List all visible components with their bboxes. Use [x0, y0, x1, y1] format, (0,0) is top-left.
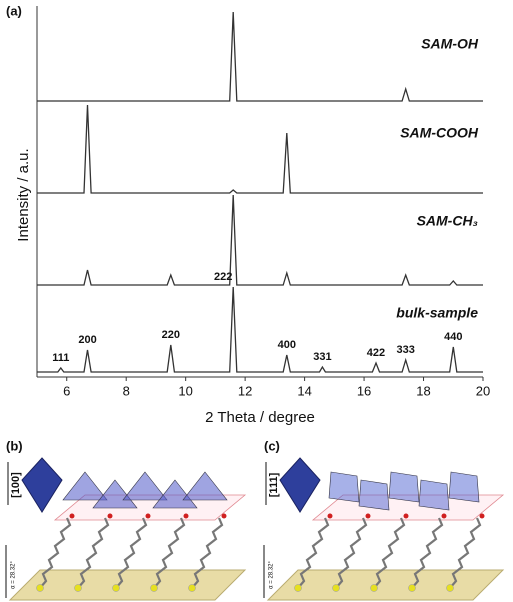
sulfur: [150, 584, 158, 592]
chain: [373, 517, 406, 589]
oxygen: [69, 513, 75, 519]
octahedron: [448, 471, 480, 503]
sulfur: [188, 584, 196, 592]
x-axis-label: 2 Theta / degree: [205, 409, 315, 426]
octahedron: [62, 471, 108, 501]
oxygen: [403, 513, 409, 519]
pattern-line: [37, 104, 483, 194]
octahedron: [388, 471, 420, 503]
sulfur: [332, 584, 340, 592]
series-label: bulk-sample: [396, 305, 478, 321]
peak-label: 333: [397, 344, 415, 356]
sulfur: [74, 584, 82, 592]
peak-label: 331: [313, 351, 331, 363]
oxygen: [441, 513, 447, 519]
direction-label: [111]: [268, 472, 280, 497]
reference-octahedron: [279, 457, 321, 513]
oxygen: [479, 513, 485, 519]
chain: [39, 517, 72, 589]
oxygen: [327, 513, 333, 519]
x-tick-label: 18: [416, 383, 430, 398]
oxygen: [183, 513, 189, 519]
chain: [77, 517, 110, 589]
sulfur: [446, 584, 454, 592]
oxygen: [365, 513, 371, 519]
peak-label: 220: [162, 329, 180, 341]
series-label: SAM-OH: [421, 36, 479, 52]
x-tick-label: 20: [476, 383, 490, 398]
octahedron: [418, 479, 450, 511]
x-tick-label: 16: [357, 383, 371, 398]
octahedron: [122, 471, 168, 501]
chain: [153, 517, 186, 589]
x-tick-label: 12: [238, 383, 252, 398]
peak-label: 222: [214, 271, 232, 283]
chain: [335, 517, 368, 589]
octahedron: [358, 479, 390, 511]
peak-label: 422: [367, 347, 385, 359]
illustrations: (b) [100] α = 28.32° (c) [111] α = 28.32°: [5, 438, 505, 601]
panel-label: (c): [264, 438, 280, 453]
x-tick-label: 14: [297, 383, 311, 398]
chain: [411, 517, 444, 589]
chain: [115, 517, 148, 589]
panel-label: (b): [6, 438, 23, 453]
peak-label: 111: [52, 352, 69, 364]
reference-octahedron: [21, 457, 63, 513]
peak-label: 200: [78, 334, 96, 346]
sulfur: [408, 584, 416, 592]
substrate: [8, 569, 247, 601]
x-tick-label: 10: [178, 383, 192, 398]
y-axis-label: Intensity / a.u.: [15, 148, 32, 241]
chain: [297, 517, 330, 589]
chain: [191, 517, 224, 589]
sulfur: [112, 584, 120, 592]
direction-label: [100]: [10, 472, 22, 498]
oxygen: [221, 513, 227, 519]
octahedron: [152, 479, 198, 509]
series-label: SAM-CH₃: [417, 213, 478, 229]
substrate: [266, 569, 505, 601]
oxygen: [107, 513, 113, 519]
peak-label: 440: [444, 331, 462, 343]
peak-label: 400: [278, 339, 296, 351]
sulfur: [294, 584, 302, 592]
panel-label: (a): [6, 3, 22, 18]
chain: [449, 517, 482, 589]
x-tick-label: 6: [63, 383, 70, 398]
series-label: SAM-COOH: [400, 125, 479, 141]
pattern-line: [37, 194, 483, 286]
oxygen: [145, 513, 151, 519]
x-tick-label: 8: [123, 383, 130, 398]
sulfur: [370, 584, 378, 592]
pattern-line: [37, 286, 483, 373]
sulfur: [36, 584, 44, 592]
angle-label: α = 28.32°: [11, 561, 17, 589]
octahedron: [328, 471, 360, 503]
angle-label: α = 28.32°: [269, 561, 275, 589]
octahedron: [92, 479, 138, 509]
octahedron: [182, 471, 228, 501]
pattern-line: [37, 11, 483, 102]
